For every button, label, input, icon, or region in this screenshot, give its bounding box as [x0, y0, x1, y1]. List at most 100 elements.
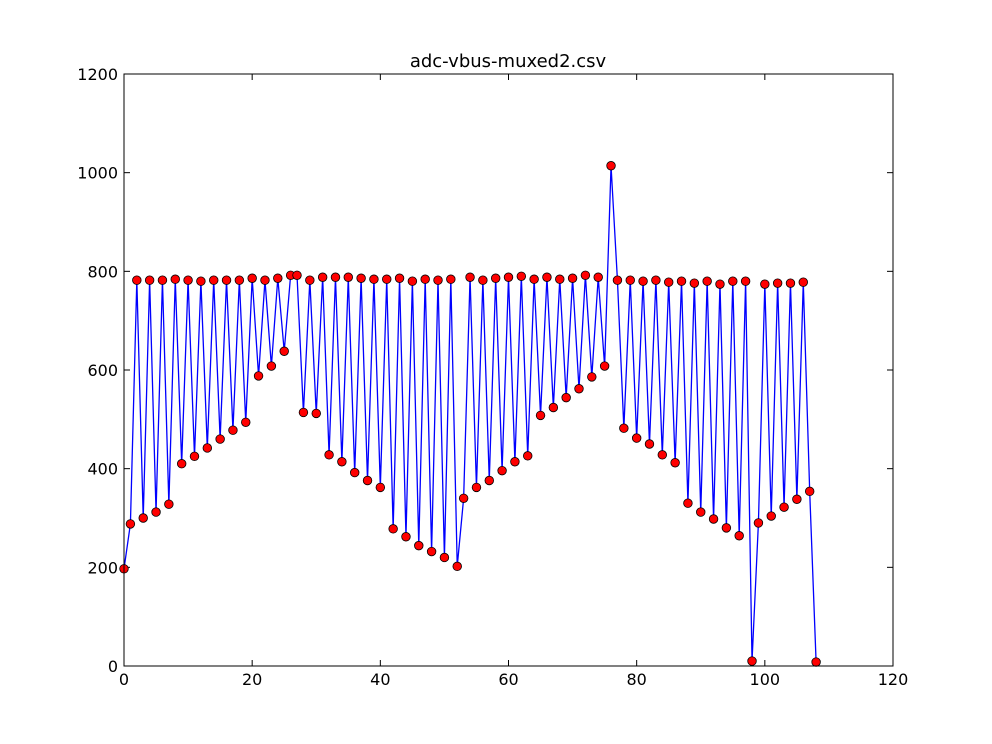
data-point — [760, 279, 770, 289]
data-point — [273, 273, 283, 283]
data-point — [426, 546, 437, 557]
data-point — [279, 346, 289, 356]
data-point — [574, 384, 584, 394]
data-point — [157, 275, 168, 285]
data-point — [414, 540, 424, 551]
data-point — [343, 272, 353, 282]
y-tick-label: 0 — [108, 657, 118, 676]
y-axis: 0 200 400 600 800 1000 1200 — [77, 65, 893, 676]
data-point — [234, 275, 245, 285]
y-tick-label: 200 — [87, 558, 118, 577]
y-tick-label: 800 — [87, 262, 118, 281]
data-point — [317, 272, 328, 282]
y-tick-label: 1200 — [77, 65, 118, 84]
data-point — [715, 279, 725, 289]
y-tick-label: 600 — [87, 361, 118, 380]
data-point — [696, 507, 706, 517]
data-point — [369, 274, 379, 284]
data-point — [292, 270, 302, 280]
data-point — [446, 274, 456, 284]
data-point — [510, 457, 520, 467]
data-point — [561, 392, 571, 403]
x-tick-label: 20 — [242, 670, 262, 689]
y-tick-label: 1000 — [77, 164, 118, 183]
data-point — [388, 524, 398, 534]
x-tick-label: 40 — [370, 670, 390, 689]
data-point — [228, 425, 238, 435]
data-point — [132, 275, 142, 285]
data-point — [375, 482, 386, 493]
data-point — [253, 371, 264, 381]
data-point — [407, 276, 418, 286]
data-point — [785, 278, 796, 288]
data-point — [734, 531, 744, 541]
data-point — [362, 475, 373, 486]
data-point — [298, 407, 309, 418]
data-point — [439, 552, 450, 563]
data-point — [580, 270, 591, 280]
data-point — [740, 276, 751, 286]
data-point — [599, 361, 610, 371]
data-point — [689, 278, 700, 288]
data-point — [452, 561, 462, 572]
data-point — [478, 275, 488, 285]
data-point — [766, 511, 776, 521]
data-point — [471, 482, 482, 493]
data-point — [792, 494, 802, 504]
data-point — [811, 657, 821, 667]
data-point — [382, 274, 392, 284]
data-point — [350, 467, 360, 478]
data-point — [664, 277, 674, 287]
data-point — [503, 272, 514, 282]
data-point — [260, 275, 270, 285]
data-point — [567, 273, 578, 283]
data-point — [458, 493, 469, 503]
data-point — [394, 273, 405, 283]
data-point — [170, 274, 180, 284]
data-point — [196, 276, 206, 286]
x-tick-label: 80 — [626, 670, 646, 689]
data-point — [542, 272, 552, 282]
data-point — [728, 276, 738, 286]
data-point — [138, 513, 148, 523]
x-tick-label: 120 — [878, 670, 909, 689]
x-tick-label: 60 — [498, 670, 518, 689]
x-axis: 0 20 40 60 80 100 120 — [119, 74, 908, 689]
data-point — [753, 518, 764, 528]
data-point — [555, 274, 565, 284]
data-point — [247, 273, 257, 283]
data-point — [638, 276, 648, 286]
data-point — [433, 275, 443, 285]
data-point — [619, 423, 629, 433]
data-point — [490, 273, 501, 283]
data-point — [189, 451, 200, 462]
data-point — [202, 443, 213, 453]
data-point — [125, 519, 136, 529]
plot-area — [124, 74, 893, 666]
data-point — [523, 451, 533, 461]
data-point — [311, 408, 321, 419]
data-point — [676, 276, 687, 286]
data-point — [529, 274, 539, 284]
data-point — [606, 161, 616, 171]
data-point — [631, 433, 642, 443]
data-point — [401, 532, 411, 542]
data-point — [644, 439, 655, 449]
series-layer — [119, 161, 821, 667]
plot-frame — [123, 73, 894, 667]
data-point — [587, 372, 597, 382]
data-point — [266, 361, 277, 371]
data-point — [721, 523, 732, 533]
data-point — [215, 434, 225, 444]
data-point — [657, 450, 668, 460]
y-tick-label: 400 — [87, 460, 118, 479]
data-point — [708, 514, 719, 524]
data-point — [497, 465, 507, 476]
data-point — [702, 276, 712, 286]
data-point — [337, 457, 347, 467]
data-point — [420, 274, 430, 284]
data-point — [221, 275, 232, 285]
data-point — [164, 499, 174, 509]
data-point — [683, 498, 693, 508]
data-point — [670, 458, 680, 468]
